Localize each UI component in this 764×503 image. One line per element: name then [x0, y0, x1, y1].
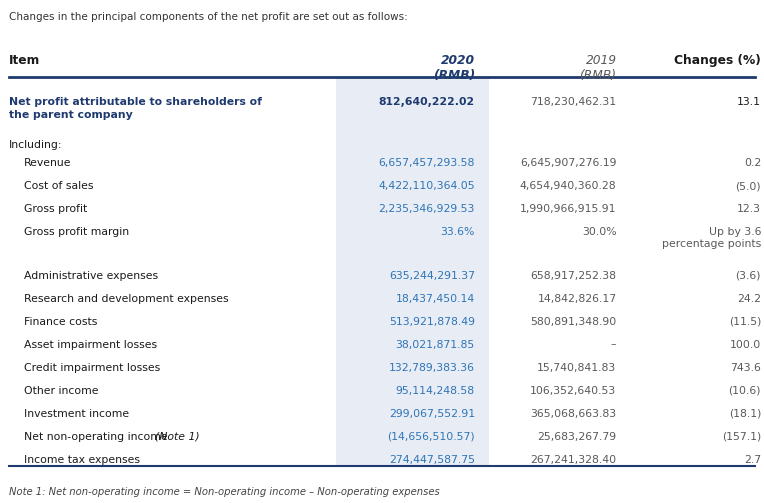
Text: 274,447,587.75: 274,447,587.75	[389, 455, 475, 465]
Text: 299,067,552.91: 299,067,552.91	[389, 408, 475, 418]
Text: Item: Item	[9, 54, 40, 67]
Text: (18.1): (18.1)	[729, 408, 761, 418]
Text: 580,891,348.90: 580,891,348.90	[530, 316, 617, 326]
Text: Credit impairment losses: Credit impairment losses	[24, 363, 160, 373]
Text: 6,645,907,276.19: 6,645,907,276.19	[520, 158, 617, 169]
Text: 2,235,346,929.53: 2,235,346,929.53	[378, 205, 475, 214]
Text: 100.0: 100.0	[730, 340, 761, 350]
Text: 14,842,826.17: 14,842,826.17	[537, 294, 617, 303]
Text: Cost of sales: Cost of sales	[24, 182, 94, 192]
Text: (14,656,510.57): (14,656,510.57)	[387, 432, 475, 442]
Text: 0.2: 0.2	[744, 158, 761, 169]
Text: Investment income: Investment income	[24, 408, 129, 418]
Text: (5.0): (5.0)	[736, 182, 761, 192]
Text: 2020
(RMB): 2020 (RMB)	[432, 54, 475, 82]
Text: Gross profit: Gross profit	[24, 205, 87, 214]
Text: 718,230,462.31: 718,230,462.31	[530, 98, 617, 108]
Text: Note 1: Net non-operating income = Non-operating income – Non-operating expenses: Note 1: Net non-operating income = Non-o…	[9, 486, 440, 496]
Text: (3.6): (3.6)	[736, 271, 761, 281]
Text: 15,740,841.83: 15,740,841.83	[537, 363, 617, 373]
Text: 25,683,267.79: 25,683,267.79	[537, 432, 617, 442]
Text: 4,654,940,360.28: 4,654,940,360.28	[520, 182, 617, 192]
Bar	[336, 77, 488, 466]
Text: Gross profit margin: Gross profit margin	[24, 227, 129, 237]
Text: 2019
(RMB): 2019 (RMB)	[579, 54, 617, 82]
Text: Income tax expenses: Income tax expenses	[24, 455, 141, 465]
Text: (Note 1): (Note 1)	[155, 432, 199, 442]
Text: 12.3: 12.3	[737, 205, 761, 214]
Text: 4,422,110,364.05: 4,422,110,364.05	[378, 182, 475, 192]
Text: 365,068,663.83: 365,068,663.83	[530, 408, 617, 418]
Text: Net non-operating income: Net non-operating income	[24, 432, 171, 442]
Text: 743.6: 743.6	[730, 363, 761, 373]
Text: 812,640,222.02: 812,640,222.02	[379, 98, 475, 108]
Text: (11.5): (11.5)	[729, 316, 761, 326]
Text: 2.7: 2.7	[744, 455, 761, 465]
Text: Changes (%): Changes (%)	[675, 54, 761, 67]
Text: 13.1: 13.1	[737, 98, 761, 108]
Text: Up by 3.6
percentage points: Up by 3.6 percentage points	[662, 227, 761, 249]
Text: Other income: Other income	[24, 386, 99, 395]
Text: Changes in the principal components of the net profit are set out as follows:: Changes in the principal components of t…	[9, 13, 408, 23]
Text: Including:: Including:	[9, 140, 63, 150]
Text: 18,437,450.14: 18,437,450.14	[396, 294, 475, 303]
Text: Administrative expenses: Administrative expenses	[24, 271, 158, 281]
Text: 513,921,878.49: 513,921,878.49	[389, 316, 475, 326]
Text: Revenue: Revenue	[24, 158, 72, 169]
Text: Finance costs: Finance costs	[24, 316, 98, 326]
Text: Net profit attributable to shareholders of
the parent company: Net profit attributable to shareholders …	[9, 98, 262, 120]
Text: 132,789,383.36: 132,789,383.36	[389, 363, 475, 373]
Text: 635,244,291.37: 635,244,291.37	[389, 271, 475, 281]
Text: 33.6%: 33.6%	[441, 227, 475, 237]
Text: 30.0%: 30.0%	[582, 227, 617, 237]
Text: 6,657,457,293.58: 6,657,457,293.58	[378, 158, 475, 169]
Text: 106,352,640.53: 106,352,640.53	[530, 386, 617, 395]
Text: (157.1): (157.1)	[722, 432, 761, 442]
Text: 1,990,966,915.91: 1,990,966,915.91	[520, 205, 617, 214]
Text: 658,917,252.38: 658,917,252.38	[530, 271, 617, 281]
Text: (10.6): (10.6)	[729, 386, 761, 395]
Text: 24.2: 24.2	[737, 294, 761, 303]
Text: –: –	[611, 340, 617, 350]
Text: Research and development expenses: Research and development expenses	[24, 294, 229, 303]
Text: 95,114,248.58: 95,114,248.58	[396, 386, 475, 395]
Text: 38,021,871.85: 38,021,871.85	[396, 340, 475, 350]
Text: Asset impairment losses: Asset impairment losses	[24, 340, 157, 350]
Text: 267,241,328.40: 267,241,328.40	[530, 455, 617, 465]
